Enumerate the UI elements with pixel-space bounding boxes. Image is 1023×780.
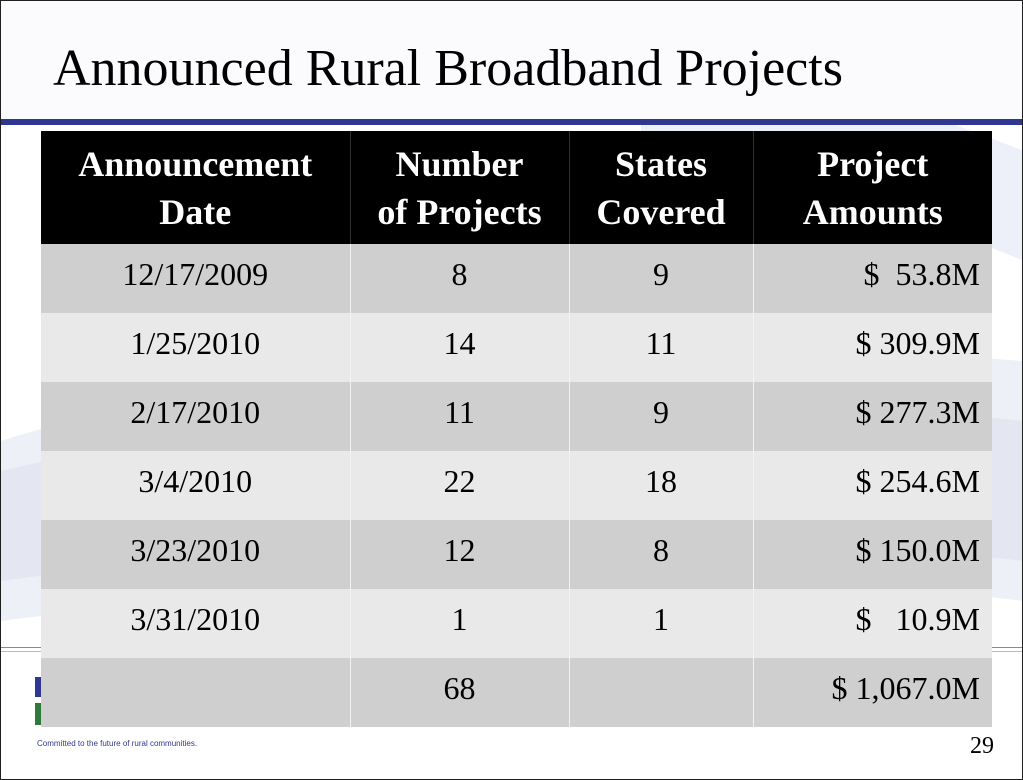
page-number: 29 [970,733,994,759]
table-row: 3/31/2010 1 1 $ 10.9M [41,589,992,658]
logo [35,677,47,725]
header-states-covered: States Covered [568,131,753,244]
cell-date: 3/23/2010 [41,520,350,589]
cell-states: 1 [568,589,753,658]
cell-projects: 14 [349,313,569,382]
table-row: 1/25/2010 14 11 $ 309.9M [41,313,992,382]
total-projects: 68 [349,658,569,727]
footer-tagline: Committed to the future of rural communi… [37,739,198,748]
cell-projects: 12 [349,520,569,589]
slide-title: Announced Rural Broadband Projects [53,40,843,97]
header-line: Announcement [78,143,313,184]
table-row: 12/17/2009 8 9 $ 53.8M [41,244,992,313]
cell-projects: 8 [349,244,569,313]
header-line: Project [817,143,929,184]
logo-green-mark [35,703,43,725]
total-states [568,658,753,727]
header-line: Amounts [802,191,943,232]
projects-table: Announcement Date Number of Projects Sta… [41,131,992,727]
header-line: Covered [596,191,726,232]
total-date [41,658,350,727]
table-row: 3/23/2010 12 8 $ 150.0M [41,520,992,589]
cell-amount: $ 309.9M [752,313,992,382]
cell-amount: $ 53.8M [752,244,992,313]
cell-states: 9 [568,382,753,451]
cell-date: 12/17/2009 [41,244,350,313]
table-row: 3/4/2010 22 18 $ 254.6M [41,451,992,520]
title-bar: Announced Rural Broadband Projects [1,1,1022,119]
table-row: 2/17/2010 11 9 $ 277.3M [41,382,992,451]
cell-states: 8 [568,520,753,589]
cell-amount: $ 277.3M [752,382,992,451]
cell-date: 3/31/2010 [41,589,350,658]
logo-blue-mark [35,677,43,697]
header-project-amounts: Project Amounts [752,131,992,244]
cell-amount: $ 254.6M [752,451,992,520]
cell-projects: 1 [349,589,569,658]
cell-date: 2/17/2010 [41,382,350,451]
header-line: Number [395,143,524,184]
header-announcement-date: Announcement Date [41,131,350,244]
header-line: Date [159,191,232,232]
cell-projects: 22 [349,451,569,520]
header-line: States [615,143,707,184]
cell-states: 18 [568,451,753,520]
table-header-row: Announcement Date Number of Projects Sta… [41,131,992,244]
cell-states: 11 [568,313,753,382]
cell-projects: 11 [349,382,569,451]
cell-amount: $ 150.0M [752,520,992,589]
title-underline [1,119,1022,125]
header-line: of Projects [377,191,542,232]
cell-amount: $ 10.9M [752,589,992,658]
header-number-of-projects: Number of Projects [349,131,569,244]
cell-date: 3/4/2010 [41,451,350,520]
cell-date: 1/25/2010 [41,313,350,382]
table-total-row: 68 $ 1,067.0M [41,658,992,727]
cell-states: 9 [568,244,753,313]
total-amount: $ 1,067.0M [752,658,992,727]
